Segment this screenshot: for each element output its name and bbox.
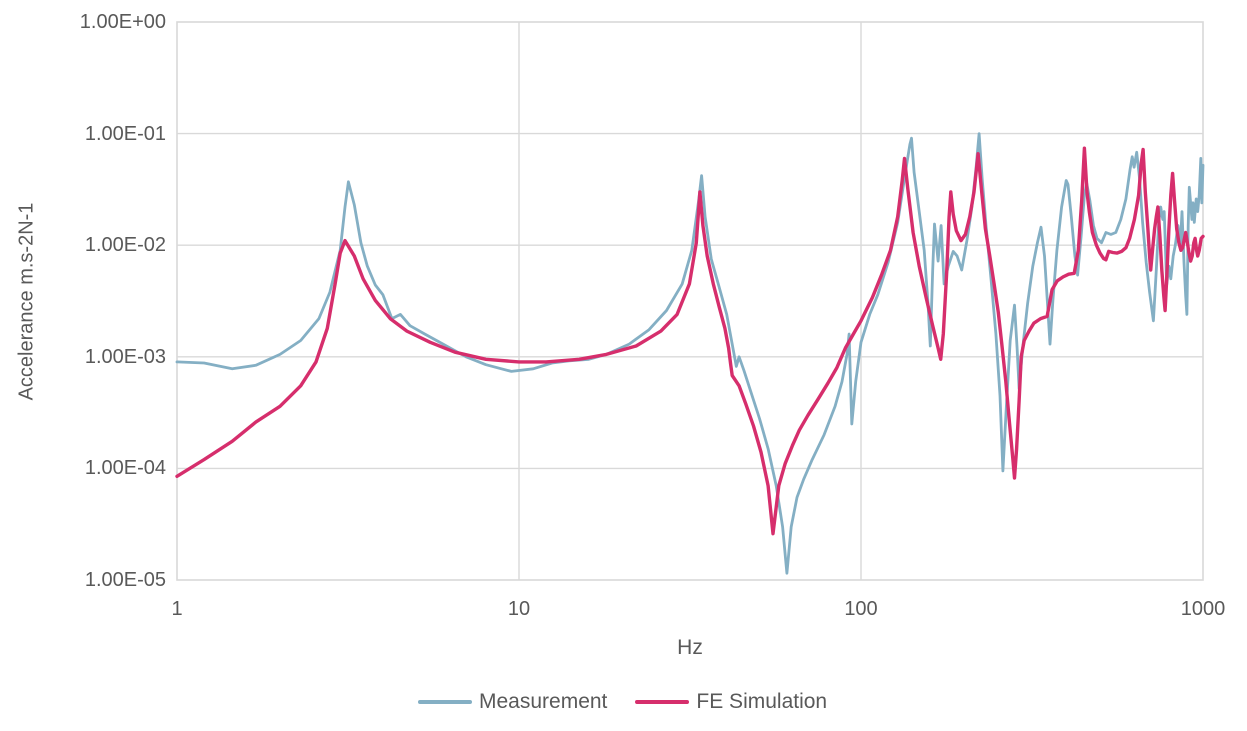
- measurement-line-swatch: [418, 700, 472, 704]
- legend-label-measurement: Measurement: [479, 690, 608, 713]
- legend: Measurement FE Simulation: [418, 690, 827, 714]
- plot-border: [176, 21, 1204, 581]
- x-axis-tick-label: 1: [171, 598, 183, 620]
- fe-simulation-line-swatch: [635, 700, 690, 704]
- y-axis-tick-label: 1.00E-04: [84, 457, 166, 480]
- legend-item-fe-simulation: FE Simulation: [635, 690, 827, 714]
- measurement-line: [175, 132, 1205, 575]
- y-axis-tick-label: 1.00E+00: [79, 11, 166, 33]
- x-axis-tick-label: 1000: [1180, 598, 1226, 620]
- legend-item-measurement: Measurement: [418, 690, 607, 714]
- y-axis-tick-label: 1.00E-02: [84, 234, 166, 257]
- x-axis-tick-label: 100: [844, 598, 878, 620]
- y-axis-tick-label: 1.00E-01: [84, 122, 166, 145]
- x-axis-tick-label: 10: [507, 598, 531, 620]
- fe-simulation-line: [175, 146, 1205, 536]
- y-axis-tick-label: 1.00E-05: [84, 569, 166, 591]
- x-axis-title: Hz: [677, 636, 703, 659]
- y-axis-title: Accelerance m.s-2N-1: [15, 202, 38, 401]
- legend-label-fe-simulation: FE Simulation: [696, 690, 828, 713]
- y-axis-tick-label: 1.00E-03: [84, 345, 166, 368]
